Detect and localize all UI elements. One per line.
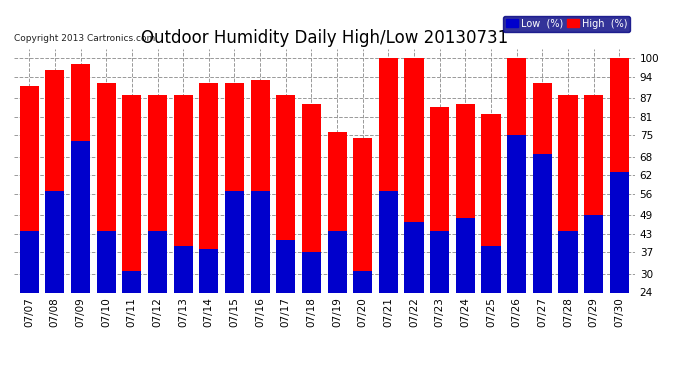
Bar (430, 231, 449, 292)
Bar (122, 95, 141, 292)
Bar (19, 86, 39, 292)
Bar (610, 58, 629, 292)
Bar (353, 138, 373, 292)
Bar (276, 240, 295, 292)
Bar (174, 246, 193, 292)
Bar (148, 231, 167, 292)
Bar (19, 231, 39, 292)
Bar (558, 95, 578, 292)
Bar (533, 154, 552, 292)
Bar (404, 58, 424, 292)
Bar (379, 58, 398, 292)
Title: Outdoor Humidity Daily High/Low 20130731: Outdoor Humidity Daily High/Low 20130731 (141, 29, 508, 47)
Bar (456, 219, 475, 292)
Bar (584, 215, 603, 292)
Bar (46, 190, 64, 292)
Bar (404, 222, 424, 292)
Bar (71, 141, 90, 292)
Bar (558, 231, 578, 292)
Bar (276, 95, 295, 292)
Bar (302, 104, 321, 292)
Bar (430, 107, 449, 292)
Bar (199, 249, 219, 292)
Text: Copyright 2013 Cartronics.com: Copyright 2013 Cartronics.com (14, 34, 156, 43)
Bar (250, 190, 270, 292)
Bar (610, 172, 629, 292)
Bar (507, 58, 526, 292)
Bar (302, 252, 321, 292)
Bar (46, 70, 64, 292)
Bar (122, 271, 141, 292)
Bar (533, 83, 552, 292)
Bar (353, 271, 373, 292)
Bar (71, 64, 90, 292)
Legend: Low  (%), High  (%): Low (%), High (%) (503, 16, 630, 32)
Bar (174, 95, 193, 292)
Bar (456, 104, 475, 292)
Bar (328, 132, 347, 292)
Bar (482, 246, 501, 292)
Bar (225, 190, 244, 292)
Bar (584, 95, 603, 292)
Bar (199, 83, 219, 292)
Bar (379, 190, 398, 292)
Bar (482, 114, 501, 292)
Bar (507, 135, 526, 292)
Bar (148, 95, 167, 292)
Bar (250, 80, 270, 292)
Bar (328, 231, 347, 292)
Bar (225, 83, 244, 292)
Bar (97, 231, 116, 292)
Bar (97, 83, 116, 292)
